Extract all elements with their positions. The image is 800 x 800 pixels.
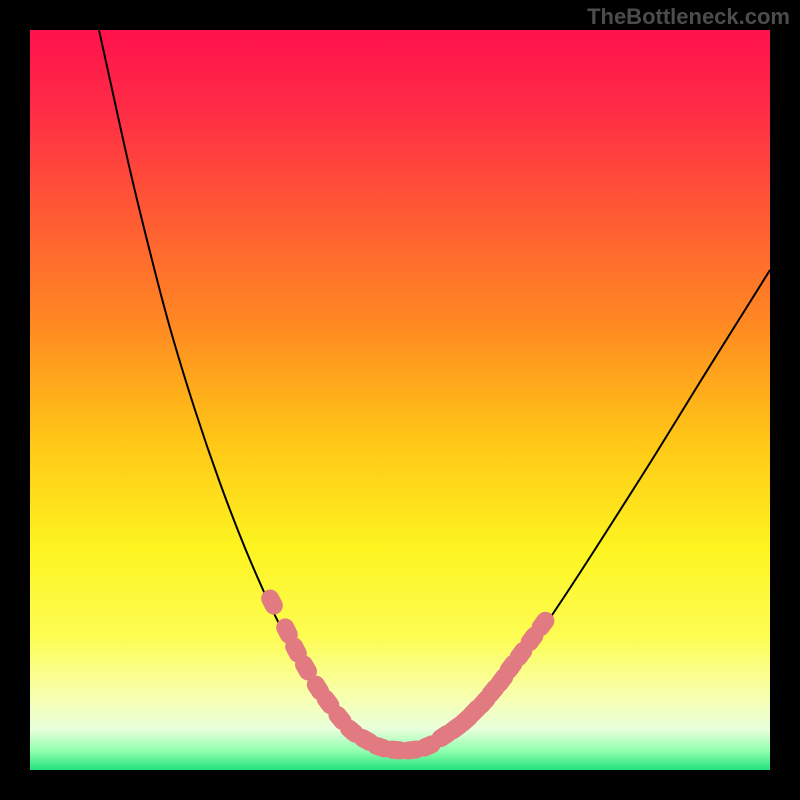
chart-outer: TheBottleneck.com <box>0 0 800 800</box>
gradient-panel <box>30 30 770 770</box>
watermark-text: TheBottleneck.com <box>587 4 790 30</box>
chart-svg <box>0 0 800 800</box>
